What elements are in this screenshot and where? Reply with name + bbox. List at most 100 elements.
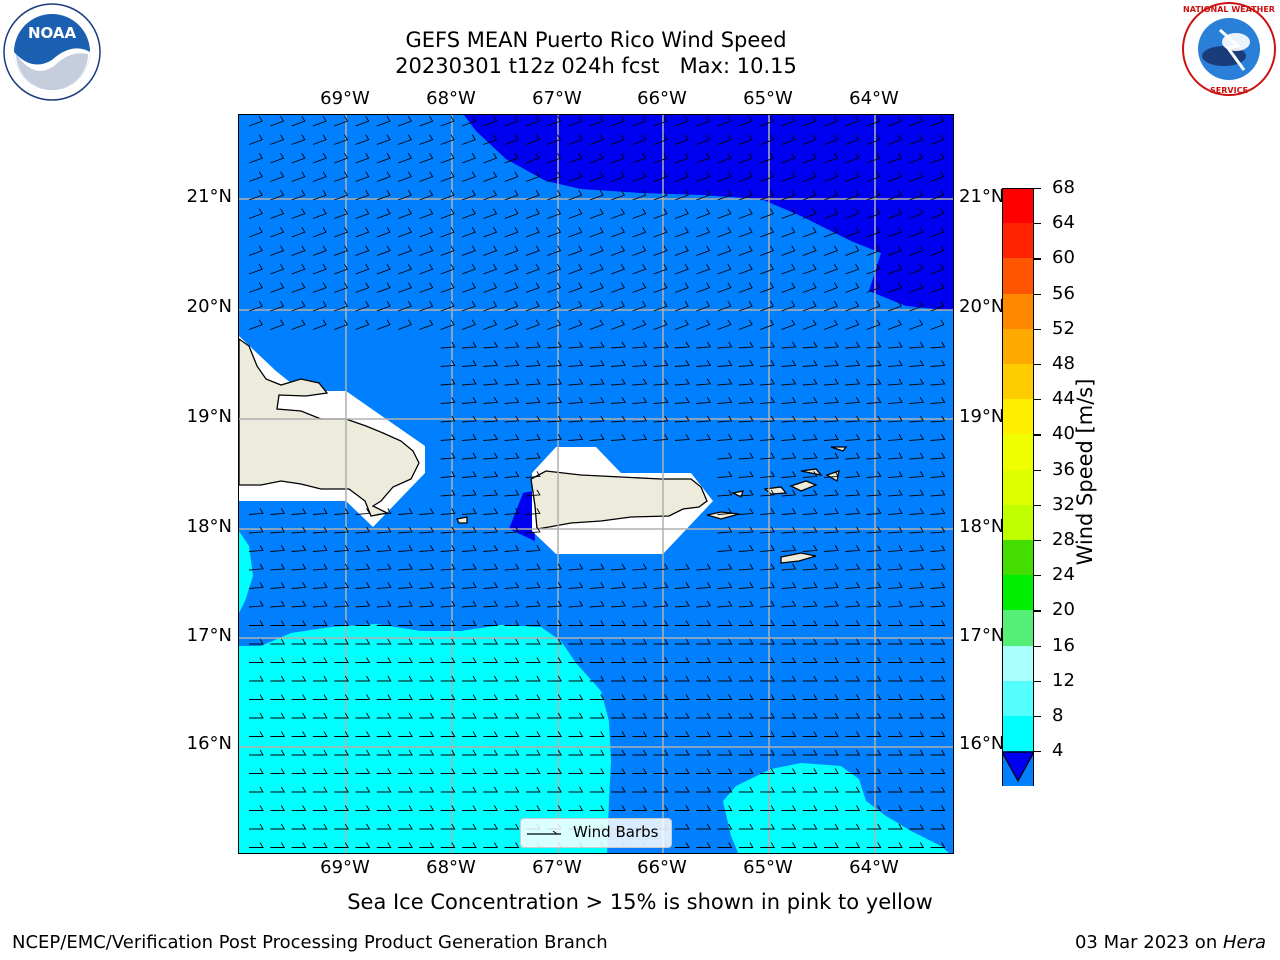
wind-barb — [355, 842, 371, 848]
wind-barb — [845, 582, 861, 589]
wind-barb — [461, 378, 477, 386]
wind-barb — [717, 189, 732, 201]
wind-barb — [355, 245, 370, 256]
wind-barb — [909, 300, 924, 312]
wind-barb — [525, 471, 541, 478]
wind-barb — [802, 245, 817, 256]
wind-barb — [781, 712, 797, 719]
wind-barb — [845, 508, 861, 515]
wind-barb — [568, 115, 583, 127]
wind-barb — [930, 657, 946, 663]
wind-barb — [270, 731, 286, 737]
wind-barb — [440, 805, 456, 811]
colorbar-tick — [1034, 328, 1041, 330]
wind-barb — [717, 786, 733, 793]
wind-barb — [440, 712, 456, 719]
wind-barb — [568, 657, 584, 663]
wind-barb — [397, 282, 412, 293]
wind-barb — [376, 245, 391, 256]
wind-barb — [462, 823, 477, 830]
colorbar-cell — [1002, 504, 1034, 540]
wind-barb — [312, 620, 328, 626]
wind-barb — [504, 152, 519, 164]
wind-barb — [653, 712, 669, 719]
wind-barb — [398, 600, 413, 608]
wind-barb — [610, 134, 625, 145]
wind-barb — [270, 282, 285, 293]
wind-barb — [781, 805, 797, 811]
wind-barb — [334, 300, 349, 312]
wind-barb — [845, 189, 860, 201]
wind-barb — [270, 208, 285, 219]
wind-barb — [632, 786, 648, 793]
wind-barb — [866, 452, 882, 460]
wind-barb — [525, 208, 540, 219]
wind-barb — [802, 749, 818, 756]
wind-barb — [781, 397, 797, 404]
wind-barb — [440, 115, 455, 127]
wind-barb — [398, 526, 413, 534]
colorbar-cell — [1002, 680, 1034, 716]
wind-barb — [632, 638, 648, 645]
colorbar-tick-label: 56 — [1052, 282, 1075, 304]
wind-barb — [781, 452, 797, 460]
wind-barb — [696, 263, 711, 275]
wind-barb — [781, 263, 796, 275]
wind-barb — [249, 805, 264, 811]
wind-barb — [717, 263, 732, 275]
wind-barb — [376, 600, 392, 608]
wind-barb — [504, 300, 519, 312]
wind-barb — [504, 508, 520, 515]
wind-barb — [738, 434, 754, 441]
wind-barb — [355, 226, 370, 238]
wind-barb — [419, 115, 434, 127]
wind-barb — [504, 171, 519, 182]
wind-barb — [525, 245, 540, 256]
wind-barb — [525, 282, 540, 293]
map-panel[interactable] — [238, 114, 954, 854]
wind-barb — [909, 508, 925, 515]
wind-barb — [440, 842, 456, 848]
colorbar-cell — [1002, 364, 1034, 400]
wind-barb — [312, 657, 328, 663]
wind-barb — [270, 675, 286, 682]
wind-barb — [930, 731, 946, 737]
wind-barb — [824, 620, 839, 626]
wind-barb — [930, 263, 945, 275]
colorbar-tick-label: 40 — [1052, 423, 1075, 445]
wind-barb — [376, 768, 392, 774]
wind-barb — [291, 749, 307, 756]
wind-barb — [738, 319, 753, 330]
wind-barb — [909, 378, 925, 386]
wind-barb — [930, 319, 945, 330]
wind-barb — [909, 675, 925, 682]
wind-barb — [483, 415, 499, 423]
wind-barb — [440, 226, 455, 238]
wind-barb — [653, 152, 668, 164]
wind-barb — [547, 152, 562, 164]
wind-barb — [760, 415, 775, 423]
wind-barb — [738, 805, 754, 811]
colorbar-tick — [1034, 434, 1041, 436]
wind-barb — [419, 749, 435, 756]
wind-barb — [888, 768, 903, 774]
wind-barb — [440, 319, 455, 330]
wind-barb — [781, 245, 796, 256]
wind-barb — [504, 694, 520, 700]
wind-barb — [355, 300, 370, 312]
wind-barb — [930, 563, 946, 571]
wind-barb — [419, 319, 434, 330]
wind-barb — [376, 300, 391, 312]
wind-barb — [781, 786, 797, 793]
wind-barb — [909, 600, 925, 608]
wind-barb — [802, 434, 818, 441]
wind-barb — [824, 360, 839, 367]
wind-barb — [909, 842, 925, 848]
wind-barb — [312, 245, 327, 256]
wind-barb — [674, 600, 690, 608]
wind-barb — [355, 508, 371, 515]
wind-barb — [419, 768, 435, 774]
wind-barb — [866, 786, 882, 793]
wind-barb — [291, 620, 307, 626]
wind-barb — [419, 657, 435, 663]
